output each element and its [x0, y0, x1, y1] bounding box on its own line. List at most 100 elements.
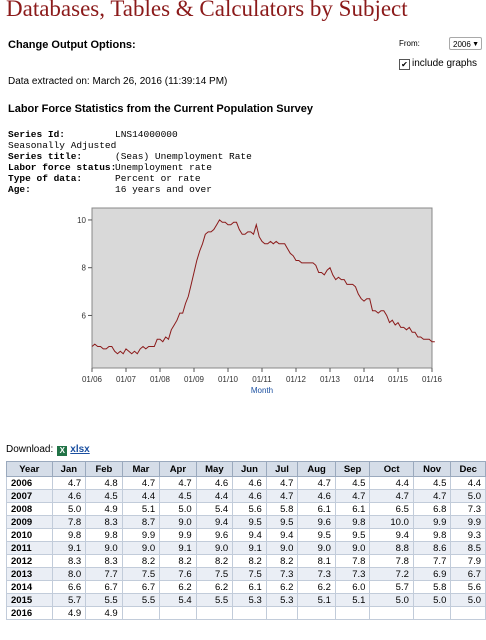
table-cell: 5.1: [297, 593, 336, 607]
table-cell: 4.7: [51, 476, 87, 490]
table-cell: [159, 606, 197, 620]
table-cell: 6.2: [159, 580, 197, 594]
table-cell: 8.3: [51, 554, 87, 568]
column-header: Oct: [369, 461, 414, 477]
table-cell: 9.0: [121, 541, 161, 555]
table-cell: [297, 606, 336, 620]
table-cell: 7.9: [450, 554, 486, 568]
table-cell: 7.7: [85, 567, 123, 581]
column-header: Nov: [412, 461, 452, 477]
table-cell: 4.4: [369, 476, 414, 490]
x-tick-label: 01/11: [252, 375, 272, 384]
year-cell: 2016: [6, 606, 53, 620]
y-tick-label: 6: [82, 311, 87, 320]
table-cell: 4.9: [85, 606, 123, 620]
table-cell: 5.4: [195, 502, 234, 516]
table-cell: 5.8: [412, 580, 452, 594]
table-cell: 9.0: [195, 541, 234, 555]
table-row: 2013 8.0 7.7 7.5 7.6 7.5 7.5 7.3 7.3 7.3 7.2 6.9 6.7: [6, 567, 486, 581]
table-cell: 5.1: [334, 593, 371, 607]
column-header: Year: [6, 461, 53, 477]
x-tick-label: 01/07: [116, 375, 137, 384]
include-graphs-option[interactable]: ✔ include graphs: [399, 58, 477, 70]
table-cell: 7.3: [450, 502, 486, 516]
table-cell: 5.5: [121, 593, 161, 607]
table-row: 2012 8.3 8.3 8.2 8.2 8.2 8.2 8.2 8.1 7.8 7.8 7.7 7.9: [6, 554, 486, 568]
table-row: 2015 5.7 5.5 5.5 5.4 5.5 5.3 5.3 5.1 5.1 5.0 5.0 5.0: [6, 593, 486, 607]
table-cell: [334, 606, 371, 620]
table-cell: 6.7: [450, 567, 486, 581]
table-row: 2009 7.8 8.3 8.7 9.0 9.4 9.5 9.5 9.6 9.8 10.0 9.9 9.…: [6, 515, 486, 529]
table-cell: 4.6: [297, 489, 336, 503]
table-cell: 6.5: [369, 502, 414, 516]
table-cell: 9.4: [265, 528, 299, 542]
table-cell: 8.2: [195, 554, 234, 568]
table-cell: [450, 606, 486, 620]
table-cell: 9.1: [159, 541, 197, 555]
table-cell: 5.0: [450, 489, 486, 503]
meta-key: Age:: [8, 184, 31, 195]
include-graphs-checkbox[interactable]: ✔: [399, 59, 410, 70]
year-cell: 2008: [6, 502, 53, 516]
year-cell: 2006: [6, 476, 53, 490]
meta-value: 16 years and over: [115, 184, 212, 195]
table-cell: 4.6: [51, 489, 87, 503]
table-cell: 7.5: [121, 567, 161, 581]
table-cell: 8.2: [159, 554, 197, 568]
table-cell: 9.8: [334, 515, 371, 529]
x-tick-label: 01/08: [150, 375, 171, 384]
excel-icon[interactable]: X: [57, 446, 68, 456]
data-table: Year Jan Feb Mar Apr May Jun Jul Aug Sep Oct Nov Dec…: [6, 461, 486, 620]
table-cell: 4.7: [121, 476, 161, 490]
table-cell: [232, 606, 267, 620]
table-cell: [195, 606, 234, 620]
table-cell: 7.7: [412, 554, 452, 568]
chevron-down-icon: ▼: [472, 41, 479, 48]
data-extracted-text: Data extracted on: March 26, 2016 (11:39…: [8, 76, 228, 87]
table-cell: 4.5: [334, 476, 371, 490]
table-cell: [265, 606, 299, 620]
table-cell: 9.8: [85, 528, 123, 542]
table-cell: 9.0: [85, 541, 123, 555]
table-cell: 7.3: [265, 567, 299, 581]
table-cell: 9.4: [232, 528, 267, 542]
table-cell: 4.5: [85, 489, 123, 503]
table-cell: 9.1: [51, 541, 87, 555]
from-year-select[interactable]: 2006 ▼: [449, 37, 482, 50]
y-tick-label: 10: [77, 216, 86, 225]
table-cell: 4.5: [159, 489, 197, 503]
page-title: Databases, Tables & Calculators by Subje…: [6, 0, 408, 21]
table-cell: 5.7: [51, 593, 87, 607]
table-cell: 9.8: [412, 528, 452, 542]
table-cell: 6.9: [412, 567, 452, 581]
table-cell: 5.4: [159, 593, 197, 607]
year-cell: 2010: [6, 528, 53, 542]
table-cell: 6.6: [51, 580, 87, 594]
column-header: Jan: [51, 461, 87, 477]
table-cell: 9.1: [232, 541, 267, 555]
x-tick-label: 01/06: [82, 375, 103, 384]
x-tick-label: 01/15: [388, 375, 409, 384]
table-cell: 5.0: [369, 593, 414, 607]
table-cell: 5.8: [265, 502, 299, 516]
table-cell: 9.9: [412, 515, 452, 529]
meta-value: LNS14000000: [115, 129, 178, 140]
table-cell: 9.5: [232, 515, 267, 529]
table-cell: 9.9: [159, 528, 197, 542]
x-tick-label: 01/14: [354, 375, 375, 384]
table-cell: 8.8: [369, 541, 414, 555]
table-cell: 8.2: [121, 554, 161, 568]
table-row: 2014 6.6 6.7 6.7 6.2 6.2 6.1 6.2 6.2 6.0 5.7 5.8 5.6: [6, 580, 486, 594]
table-cell: 5.5: [85, 593, 123, 607]
table-cell: 5.0: [412, 593, 452, 607]
meta-value: Percent or rate: [115, 173, 201, 184]
table-cell: 6.2: [297, 580, 336, 594]
x-tick-label: 01/13: [320, 375, 341, 384]
table-cell: 5.6: [232, 502, 267, 516]
table-cell: 4.9: [51, 606, 87, 620]
meta-value: (Seas) Unemployment Rate: [115, 151, 252, 162]
xlsx-link[interactable]: xlsx: [70, 444, 90, 455]
table-cell: 4.9: [85, 502, 123, 516]
table-cell: 9.5: [265, 515, 299, 529]
